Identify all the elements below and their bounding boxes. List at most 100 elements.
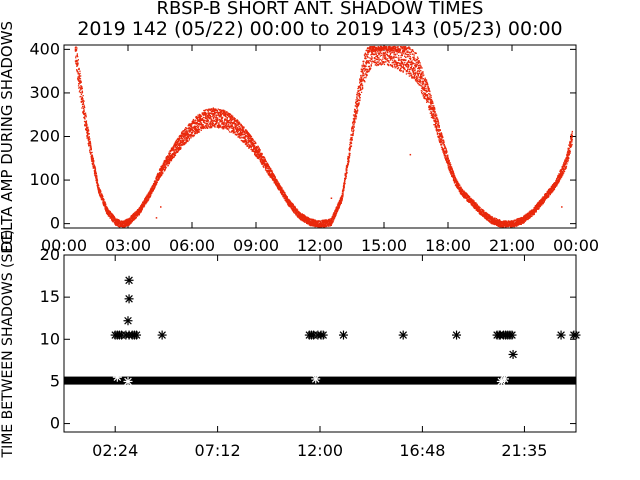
delta-amp-point: [115, 223, 117, 225]
delta-amp-point: [195, 119, 197, 121]
delta-amp-point: [196, 121, 198, 124]
delta-amp-point: [376, 50, 378, 52]
delta-amp-point: [259, 157, 261, 159]
delta-amp-point: [336, 206, 338, 208]
delta-amp-point: [198, 120, 200, 122]
delta-amp-point: [377, 51, 379, 53]
delta-amp-point: [350, 141, 352, 143]
delta-amp-point: [143, 205, 146, 207]
delta-amp-point: [383, 61, 385, 64]
delta-amp-point: [360, 77, 362, 79]
delta-amp-point: [88, 140, 90, 142]
delta-amp-point: [233, 127, 235, 130]
delta-amp-point: [196, 124, 199, 126]
delta-amp-point: [246, 141, 248, 144]
delta-amp-point: [257, 151, 259, 153]
delta-amp-point: [327, 219, 330, 221]
delta-amp-point: [353, 129, 355, 131]
delta-amp-point: [99, 189, 101, 191]
delta-amp-point: [140, 209, 142, 211]
delta-amp-point: [376, 58, 379, 61]
delta-amp-point: [84, 106, 86, 109]
delta-amp-point: [190, 131, 193, 134]
delta-amp-point: [345, 173, 347, 176]
delta-amp-point: [371, 52, 373, 54]
delta-amp-point: [239, 137, 241, 139]
delta-amp-point: [75, 50, 77, 52]
delta-amp-point: [198, 123, 200, 125]
delta-amp-point: [333, 219, 335, 221]
delta-amp-point: [290, 203, 292, 206]
delta-amp-point: [258, 151, 260, 153]
delta-amp-point: [85, 115, 87, 117]
delta-amp-point: [190, 124, 192, 126]
delta-amp-point: [130, 220, 132, 222]
delta-amp-point: [250, 136, 253, 138]
delta-amp-point: [183, 134, 186, 136]
delta-amp-point: [227, 112, 229, 114]
delta-amp-point: [384, 61, 386, 63]
delta-amp-point: [271, 170, 273, 172]
delta-amp-point: [228, 131, 231, 133]
delta-amp-point: [101, 194, 103, 196]
delta-amp-point: [159, 176, 161, 178]
delta-amp-point: [342, 194, 344, 197]
delta-amp-point: [195, 131, 197, 133]
delta-amp-point: [382, 54, 384, 56]
delta-amp-point: [79, 86, 81, 88]
delta-amp-point: [280, 186, 282, 189]
delta-amp-point: [264, 163, 266, 165]
delta-amp-point: [235, 127, 237, 129]
delta-amp-point: [236, 124, 238, 127]
delta-amp-point: [176, 143, 178, 145]
delta-amp-point: [164, 166, 167, 168]
delta-amp-point: [385, 53, 387, 56]
delta-amp-point: [243, 129, 245, 131]
delta-amp-point: [151, 191, 153, 193]
delta-amp-point: [106, 206, 108, 209]
delta-amp-point: [273, 181, 275, 183]
delta-amp-point: [329, 223, 331, 225]
delta-amp-point: [223, 109, 225, 111]
delta-amp-point: [233, 132, 236, 134]
delta-amp-point: [367, 47, 369, 49]
delta-amp-point: [370, 47, 372, 49]
delta-amp-point: [133, 214, 135, 216]
delta-amp-point: [128, 220, 130, 222]
delta-amp-point: [104, 202, 106, 204]
delta-amp-point: [148, 191, 150, 193]
delta-amp-point: [99, 196, 102, 198]
delta-amp-point: [304, 216, 306, 218]
delta-amp-point: [176, 141, 178, 143]
delta-amp-point: [352, 125, 354, 127]
delta-amp-point: [116, 219, 118, 221]
delta-amp-point: [89, 146, 91, 148]
delta-amp-point: [77, 79, 79, 81]
delta-amp-point: [359, 94, 361, 96]
delta-amp-point: [95, 172, 97, 175]
delta-amp-point: [374, 50, 377, 53]
delta-amp-point: [384, 51, 387, 53]
delta-amp-point: [366, 54, 368, 56]
delta-amp-point: [175, 142, 178, 144]
delta-amp-point: [186, 136, 188, 138]
delta-amp-point: [286, 197, 288, 199]
delta-amp-point: [378, 53, 380, 56]
delta-amp-point: [100, 197, 102, 199]
delta-amp-point: [229, 113, 232, 116]
delta-amp-point: [244, 131, 246, 133]
delta-amp-point: [199, 114, 201, 117]
delta-amp-point: [190, 137, 192, 139]
delta-amp-point: [308, 218, 310, 220]
delta-amp-point: [191, 126, 193, 129]
delta-amp-point: [255, 142, 257, 145]
delta-amp-point: [340, 201, 342, 203]
delta-amp-point: [374, 61, 377, 64]
delta-amp-point: [230, 115, 233, 117]
delta-amp-point: [87, 138, 89, 140]
delta-amp-point: [228, 121, 230, 124]
delta-amp-point: [183, 139, 185, 141]
delta-amp-point: [264, 160, 266, 163]
delta-amp-point: [301, 213, 303, 215]
delta-amp-point: [116, 222, 118, 224]
